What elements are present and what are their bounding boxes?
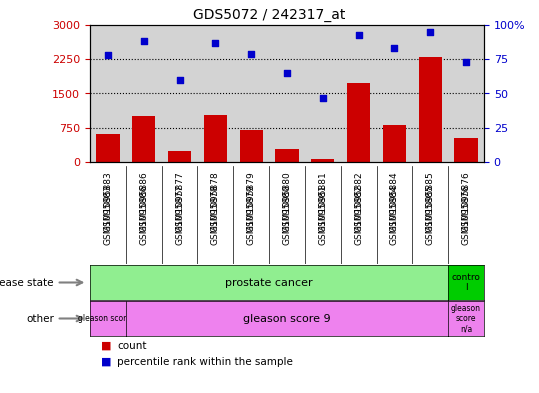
- Bar: [96, 134, 120, 162]
- Bar: [383, 125, 406, 162]
- Text: GSM1095881: GSM1095881: [319, 185, 327, 245]
- Point: [319, 94, 327, 101]
- Point: [247, 51, 255, 57]
- Bar: [168, 151, 191, 162]
- Text: GSM1095883: GSM1095883: [103, 171, 113, 231]
- Text: GSM1095884: GSM1095884: [390, 171, 399, 231]
- Text: GSM1095877: GSM1095877: [175, 171, 184, 231]
- Text: GSM1095884: GSM1095884: [390, 185, 399, 245]
- Bar: [204, 116, 227, 162]
- Text: gleason score 8: gleason score 8: [78, 314, 138, 323]
- Text: GSM1095885: GSM1095885: [426, 171, 435, 231]
- Text: prostate cancer: prostate cancer: [225, 277, 313, 288]
- Point: [354, 31, 363, 38]
- Text: ■: ■: [101, 341, 111, 351]
- Point: [103, 52, 112, 58]
- Text: GSM1095882: GSM1095882: [354, 185, 363, 245]
- Text: ■: ■: [101, 357, 111, 367]
- Text: percentile rank within the sample: percentile rank within the sample: [117, 357, 293, 367]
- Text: GSM1095880: GSM1095880: [282, 185, 292, 245]
- Text: GSM1095877: GSM1095877: [175, 185, 184, 245]
- Point: [175, 77, 184, 83]
- Text: GSM1095879: GSM1095879: [247, 185, 255, 245]
- Bar: [454, 138, 478, 162]
- Text: GSM1095885: GSM1095885: [426, 185, 435, 245]
- Bar: [239, 130, 263, 162]
- Text: GSM1095883: GSM1095883: [103, 185, 113, 245]
- Text: disease state: disease state: [0, 277, 54, 288]
- Bar: [419, 57, 442, 162]
- Text: GSM1095876: GSM1095876: [461, 185, 471, 245]
- Text: gleason score 9: gleason score 9: [243, 314, 331, 323]
- Bar: [275, 149, 299, 162]
- Text: count: count: [117, 341, 147, 351]
- Text: GSM1095879: GSM1095879: [247, 171, 255, 231]
- Text: GSM1095886: GSM1095886: [139, 171, 148, 231]
- Text: GSM1095876: GSM1095876: [461, 171, 471, 231]
- Text: contro
l: contro l: [452, 273, 481, 292]
- Text: GSM1095880: GSM1095880: [282, 171, 292, 231]
- Text: GDS5072 / 242317_at: GDS5072 / 242317_at: [194, 8, 345, 22]
- Point: [426, 29, 434, 35]
- Text: gleason
score
n/a: gleason score n/a: [451, 304, 481, 333]
- Point: [390, 45, 399, 51]
- Point: [282, 70, 291, 76]
- Bar: [132, 116, 155, 162]
- Text: GSM1095881: GSM1095881: [319, 171, 327, 231]
- Text: GSM1095886: GSM1095886: [139, 185, 148, 245]
- Text: other: other: [26, 314, 54, 323]
- Text: GSM1095878: GSM1095878: [211, 185, 220, 245]
- Bar: [347, 83, 370, 162]
- Point: [462, 59, 471, 65]
- Text: GSM1095878: GSM1095878: [211, 171, 220, 231]
- Point: [211, 40, 220, 46]
- Point: [140, 38, 148, 44]
- Text: GSM1095882: GSM1095882: [354, 171, 363, 231]
- Bar: [311, 159, 335, 162]
